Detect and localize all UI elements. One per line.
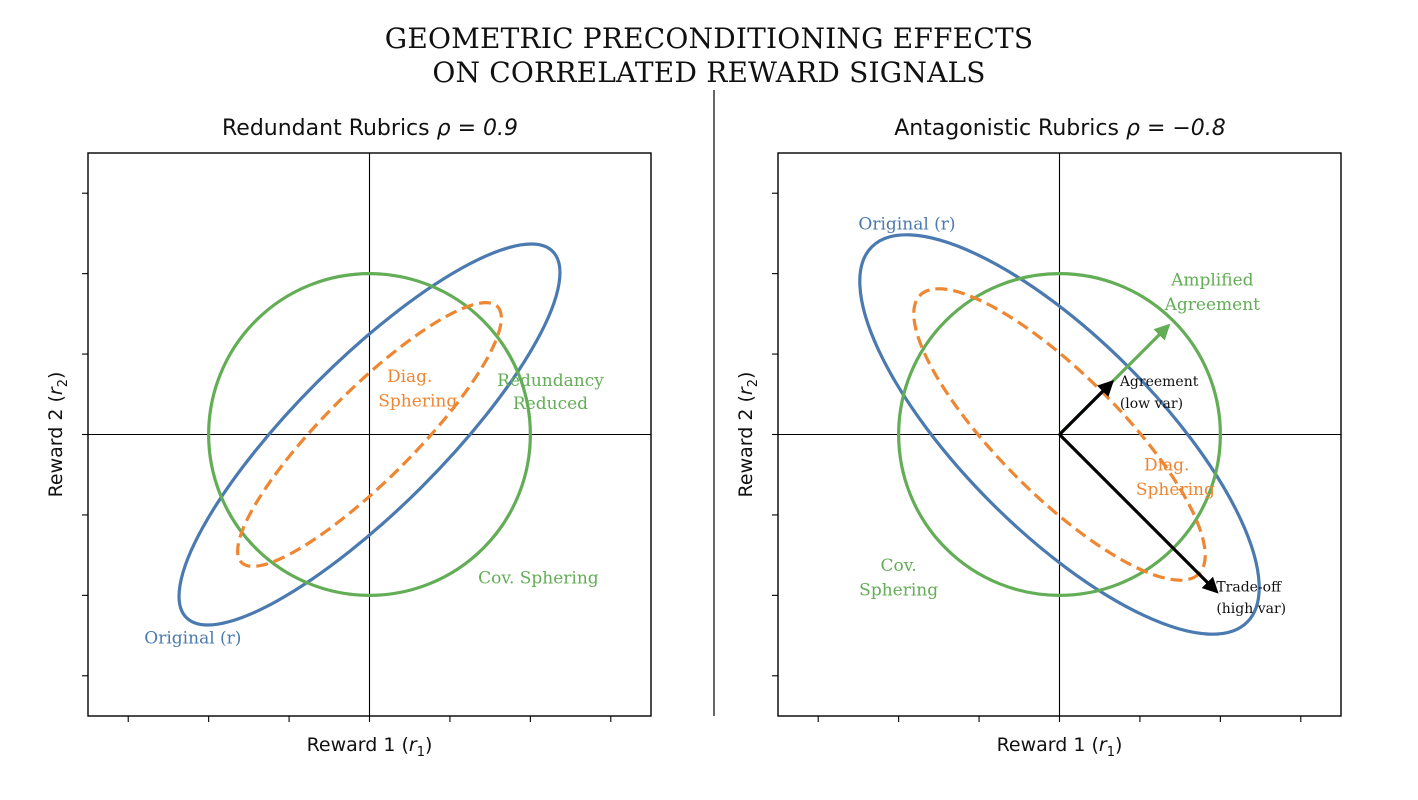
- right-annotation: Agreement: [1164, 295, 1261, 315]
- right-cov-sphering-ellipse: [897, 272, 1222, 597]
- right-arrow-annotation: (high var): [1216, 601, 1286, 617]
- right-chart-panel: Original (r) Amplified Agreement Diag. Spher…: [735, 116, 1342, 760]
- right-panel-title: Antagonistic Rubrics ρ = −0.8: [894, 116, 1226, 141]
- right-agreement-arrow: [1058, 379, 1115, 436]
- figure-title: GEOMETRIC PRECONDITIONING EFFECTS ON COR…: [0, 22, 1418, 90]
- figure-title-line2: ON CORRELATED REWARD SIGNALS: [432, 56, 986, 89]
- figure-title-line1: GEOMETRIC PRECONDITIONING EFFECTS: [384, 22, 1034, 55]
- right-annotation: Cov.: [881, 556, 917, 576]
- left-y-axis-label: Reward 2 (r2): [45, 372, 71, 498]
- left-chart-panel: Original (r) Diag. Sphering Redundancy Reduc…: [45, 116, 652, 760]
- left-annotation: Reduced: [513, 394, 588, 414]
- right-annotation: Sphering: [859, 580, 938, 600]
- left-original-r-ellipse: [177, 242, 562, 627]
- left-cov-sphering-ellipse: [207, 272, 532, 597]
- left-diag-sphering-ellipse: [236, 301, 503, 568]
- right-arrow-annotation: Agreement: [1119, 374, 1199, 390]
- left-panel-title: Redundant Rubrics ρ = 0.9: [222, 116, 518, 141]
- right-annotation: Sphering: [1136, 480, 1215, 500]
- right-y-axis-label: Reward 2 (r2): [735, 372, 761, 498]
- right-tradeoff-arrow: [1058, 433, 1219, 594]
- left-annotation: Diag.: [387, 367, 433, 387]
- left-annotation: Sphering: [378, 391, 457, 411]
- left-x-axis-label: Reward 1 (r1): [307, 734, 433, 760]
- right-arrow-annotation: Trade-off: [1216, 579, 1282, 595]
- right-arrow-annotation: (low var): [1120, 396, 1183, 412]
- left-annotation: Redundancy: [497, 371, 604, 391]
- right-annotation: Amplified: [1170, 271, 1254, 291]
- right-annotation: Diag.: [1144, 456, 1190, 476]
- right-annotation: Original (r): [858, 214, 955, 234]
- left-annotation: Original (r): [144, 629, 241, 649]
- left-annotation: Cov. Sphering: [478, 568, 599, 588]
- right-x-axis-label: Reward 1 (r1): [997, 734, 1123, 760]
